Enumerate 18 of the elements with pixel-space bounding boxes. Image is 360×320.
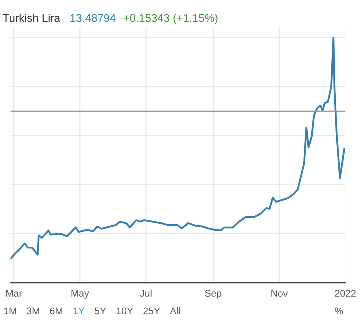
text: 1M: [4, 308, 16, 315]
text: 6M: [50, 308, 62, 315]
x-tick-label: Nov: [272, 290, 288, 297]
text: 1Y: [74, 308, 85, 315]
x-tick-label: May: [72, 290, 90, 299]
x-tick-label: Mar: [6, 290, 22, 297]
text: 25Y: [144, 308, 160, 315]
chart-title: Turkish Lira: [3, 14, 61, 22]
text: %: [335, 308, 344, 315]
text: 5Y: [94, 308, 106, 315]
x-tick-label: Jul: [140, 290, 152, 297]
text: 3M: [27, 308, 40, 315]
text: +0.15343 (+1.15%): [124, 14, 218, 24]
text: 10Y: [116, 308, 134, 315]
text: All: [170, 307, 180, 315]
x-tick-label: Sep: [205, 290, 222, 299]
x-tick-label: 2022: [335, 290, 356, 297]
chart-subtitle: 13.48794: [70, 14, 116, 22]
